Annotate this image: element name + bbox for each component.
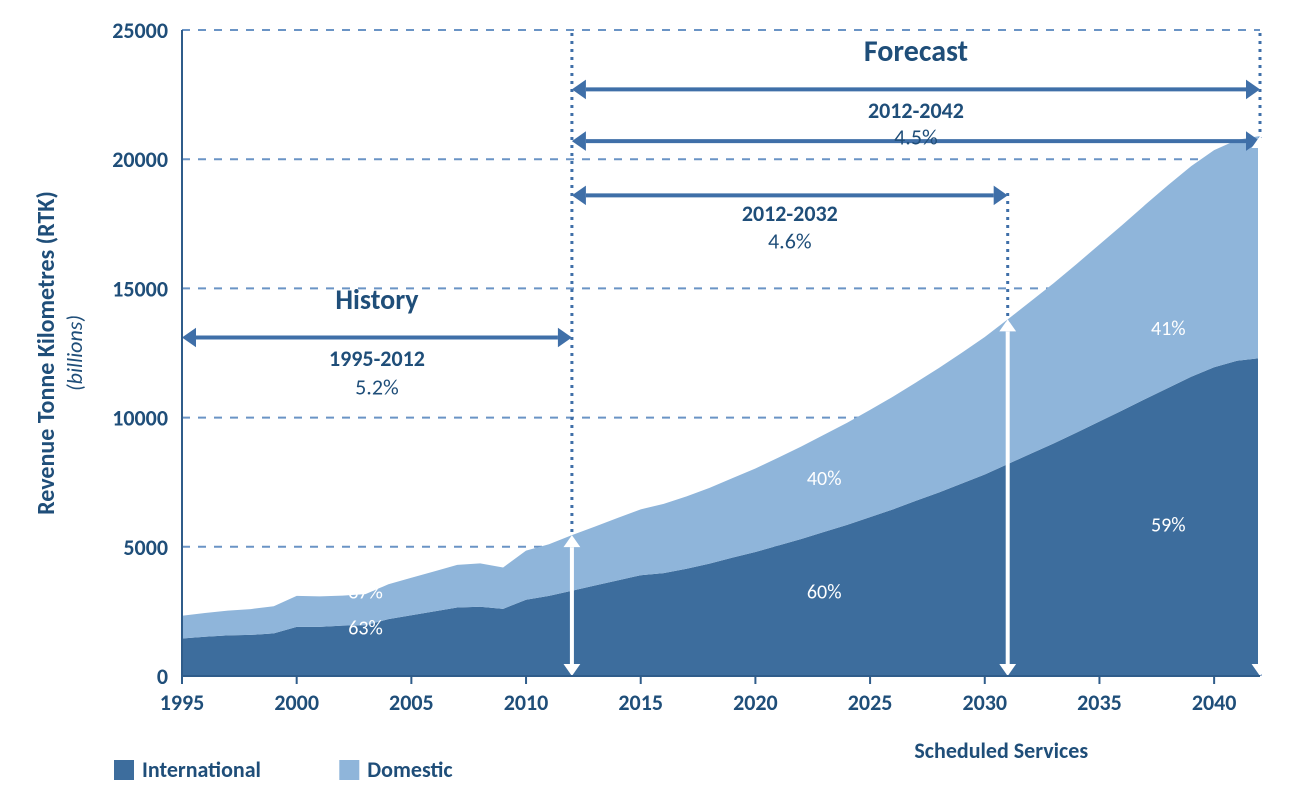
legend-label: Domestic: [367, 756, 452, 783]
svg-text:(billions): (billions): [61, 315, 88, 391]
annotation-label: 4.6%: [768, 228, 812, 255]
x-tick-label: 2000: [274, 689, 319, 716]
chart-svg: 0 5000 10000 15000 20000 25000 History Forecast…: [0, 0, 1300, 791]
annotation-label: 2012-2042: [868, 97, 964, 124]
legend-label: International: [142, 756, 261, 783]
annotation-label: 4.5%: [894, 124, 938, 151]
y-tick-label: 20000: [112, 146, 168, 173]
x-tick-label: 2020: [733, 689, 778, 716]
x-tick-label: 2005: [389, 689, 434, 716]
y-tick-label: 25000: [112, 17, 168, 44]
legend-swatch: [114, 760, 134, 780]
y-tick-label: 15000: [112, 275, 168, 302]
range-label: History: [335, 282, 419, 317]
svg-text:Revenue Tonne Kilometres (RTK: Revenue Tonne Kilometres (RTK): [32, 191, 61, 515]
x-tick-label: 2010: [504, 689, 549, 716]
x-tick-label: 1995: [160, 689, 205, 716]
x-tick-label: 2025: [848, 689, 893, 716]
annotation-label: 40%: [807, 467, 842, 491]
y-tick-label: 0: [157, 663, 168, 690]
legend-swatch: [339, 760, 359, 780]
x-tick-label: 2040: [1192, 689, 1237, 716]
annotation-label: 2012-2032: [742, 200, 838, 227]
x-tick-label: 2030: [962, 689, 1007, 716]
annotation-label: 37%: [348, 580, 383, 604]
y-tick-label: 10000: [112, 405, 168, 432]
y-tick-label: 5000: [123, 534, 168, 561]
annotation-label: 60%: [807, 580, 842, 604]
annotation-label: 1995-2012: [329, 345, 425, 372]
annotation-label: 41%: [1151, 317, 1186, 341]
x-tick-label: 2015: [618, 689, 663, 716]
x-tick-label: 2035: [1077, 689, 1122, 716]
annotation-label: 59%: [1151, 513, 1186, 537]
rtk-forecast-chart: 0 5000 10000 15000 20000 25000 History Forecast…: [0, 0, 1300, 791]
annotation-label: 63%: [348, 617, 383, 641]
range-label: Forecast: [864, 33, 968, 70]
annotation-label: 5.2%: [355, 373, 399, 400]
x-axis-label: Scheduled Services: [914, 737, 1088, 764]
